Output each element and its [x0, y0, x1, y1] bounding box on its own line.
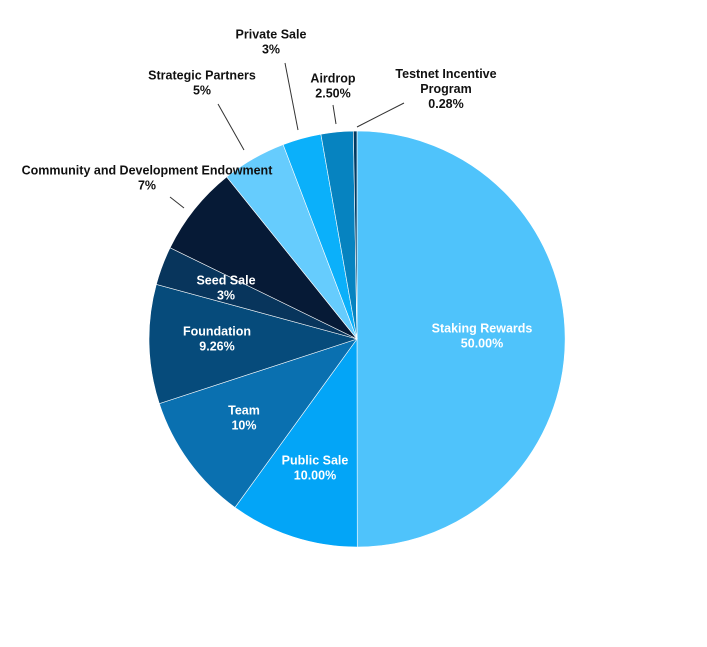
pie-slice-public-sale: [234, 338, 358, 548]
slice-name-label: Airdrop: [310, 72, 356, 86]
slice-value-label: 7%: [138, 179, 156, 193]
pie-slice-foundation: [148, 284, 359, 404]
slice-name-label: Program: [420, 82, 471, 96]
slice-value-label: 3%: [262, 43, 280, 57]
slice-name-label: Strategic Partners: [148, 69, 256, 83]
slice-value-label: 10.00%: [294, 469, 336, 483]
slice-name-label: Foundation: [183, 325, 251, 339]
slice-value-label: 10%: [231, 419, 256, 433]
slice-name-label: Testnet Incentive: [395, 67, 496, 81]
slice-value-label: 3%: [217, 289, 235, 303]
slice-value-label: 5%: [193, 84, 211, 98]
leader-line-testnet-incentive-program: [356, 102, 405, 128]
slice-value-label: 2.50%: [315, 87, 350, 101]
slice-value-label: 9.26%: [199, 340, 234, 354]
pie-slice-staking-rewards: [356, 130, 566, 548]
slice-name-label: Staking Rewards: [432, 322, 533, 336]
slice-name-label: Private Sale: [236, 28, 307, 42]
pie-slice-testnet-incentive-program: [353, 130, 358, 340]
slice-value-label: 50.00%: [461, 337, 503, 351]
leader-line-community-and-development-endowment: [169, 196, 185, 209]
leader-line-private-sale: [284, 62, 299, 131]
leader-line-strategic-partners: [217, 103, 245, 151]
slice-value-label: 0.28%: [428, 97, 463, 111]
slice-name-label: Community and Development Endowment: [22, 164, 274, 178]
slice-name-label: Public Sale: [282, 454, 349, 468]
pie-slice-team: [158, 338, 358, 508]
leader-line-airdrop: [332, 104, 337, 125]
slice-name-label: Seed Sale: [196, 274, 255, 288]
slice-name-label: Team: [228, 404, 260, 418]
